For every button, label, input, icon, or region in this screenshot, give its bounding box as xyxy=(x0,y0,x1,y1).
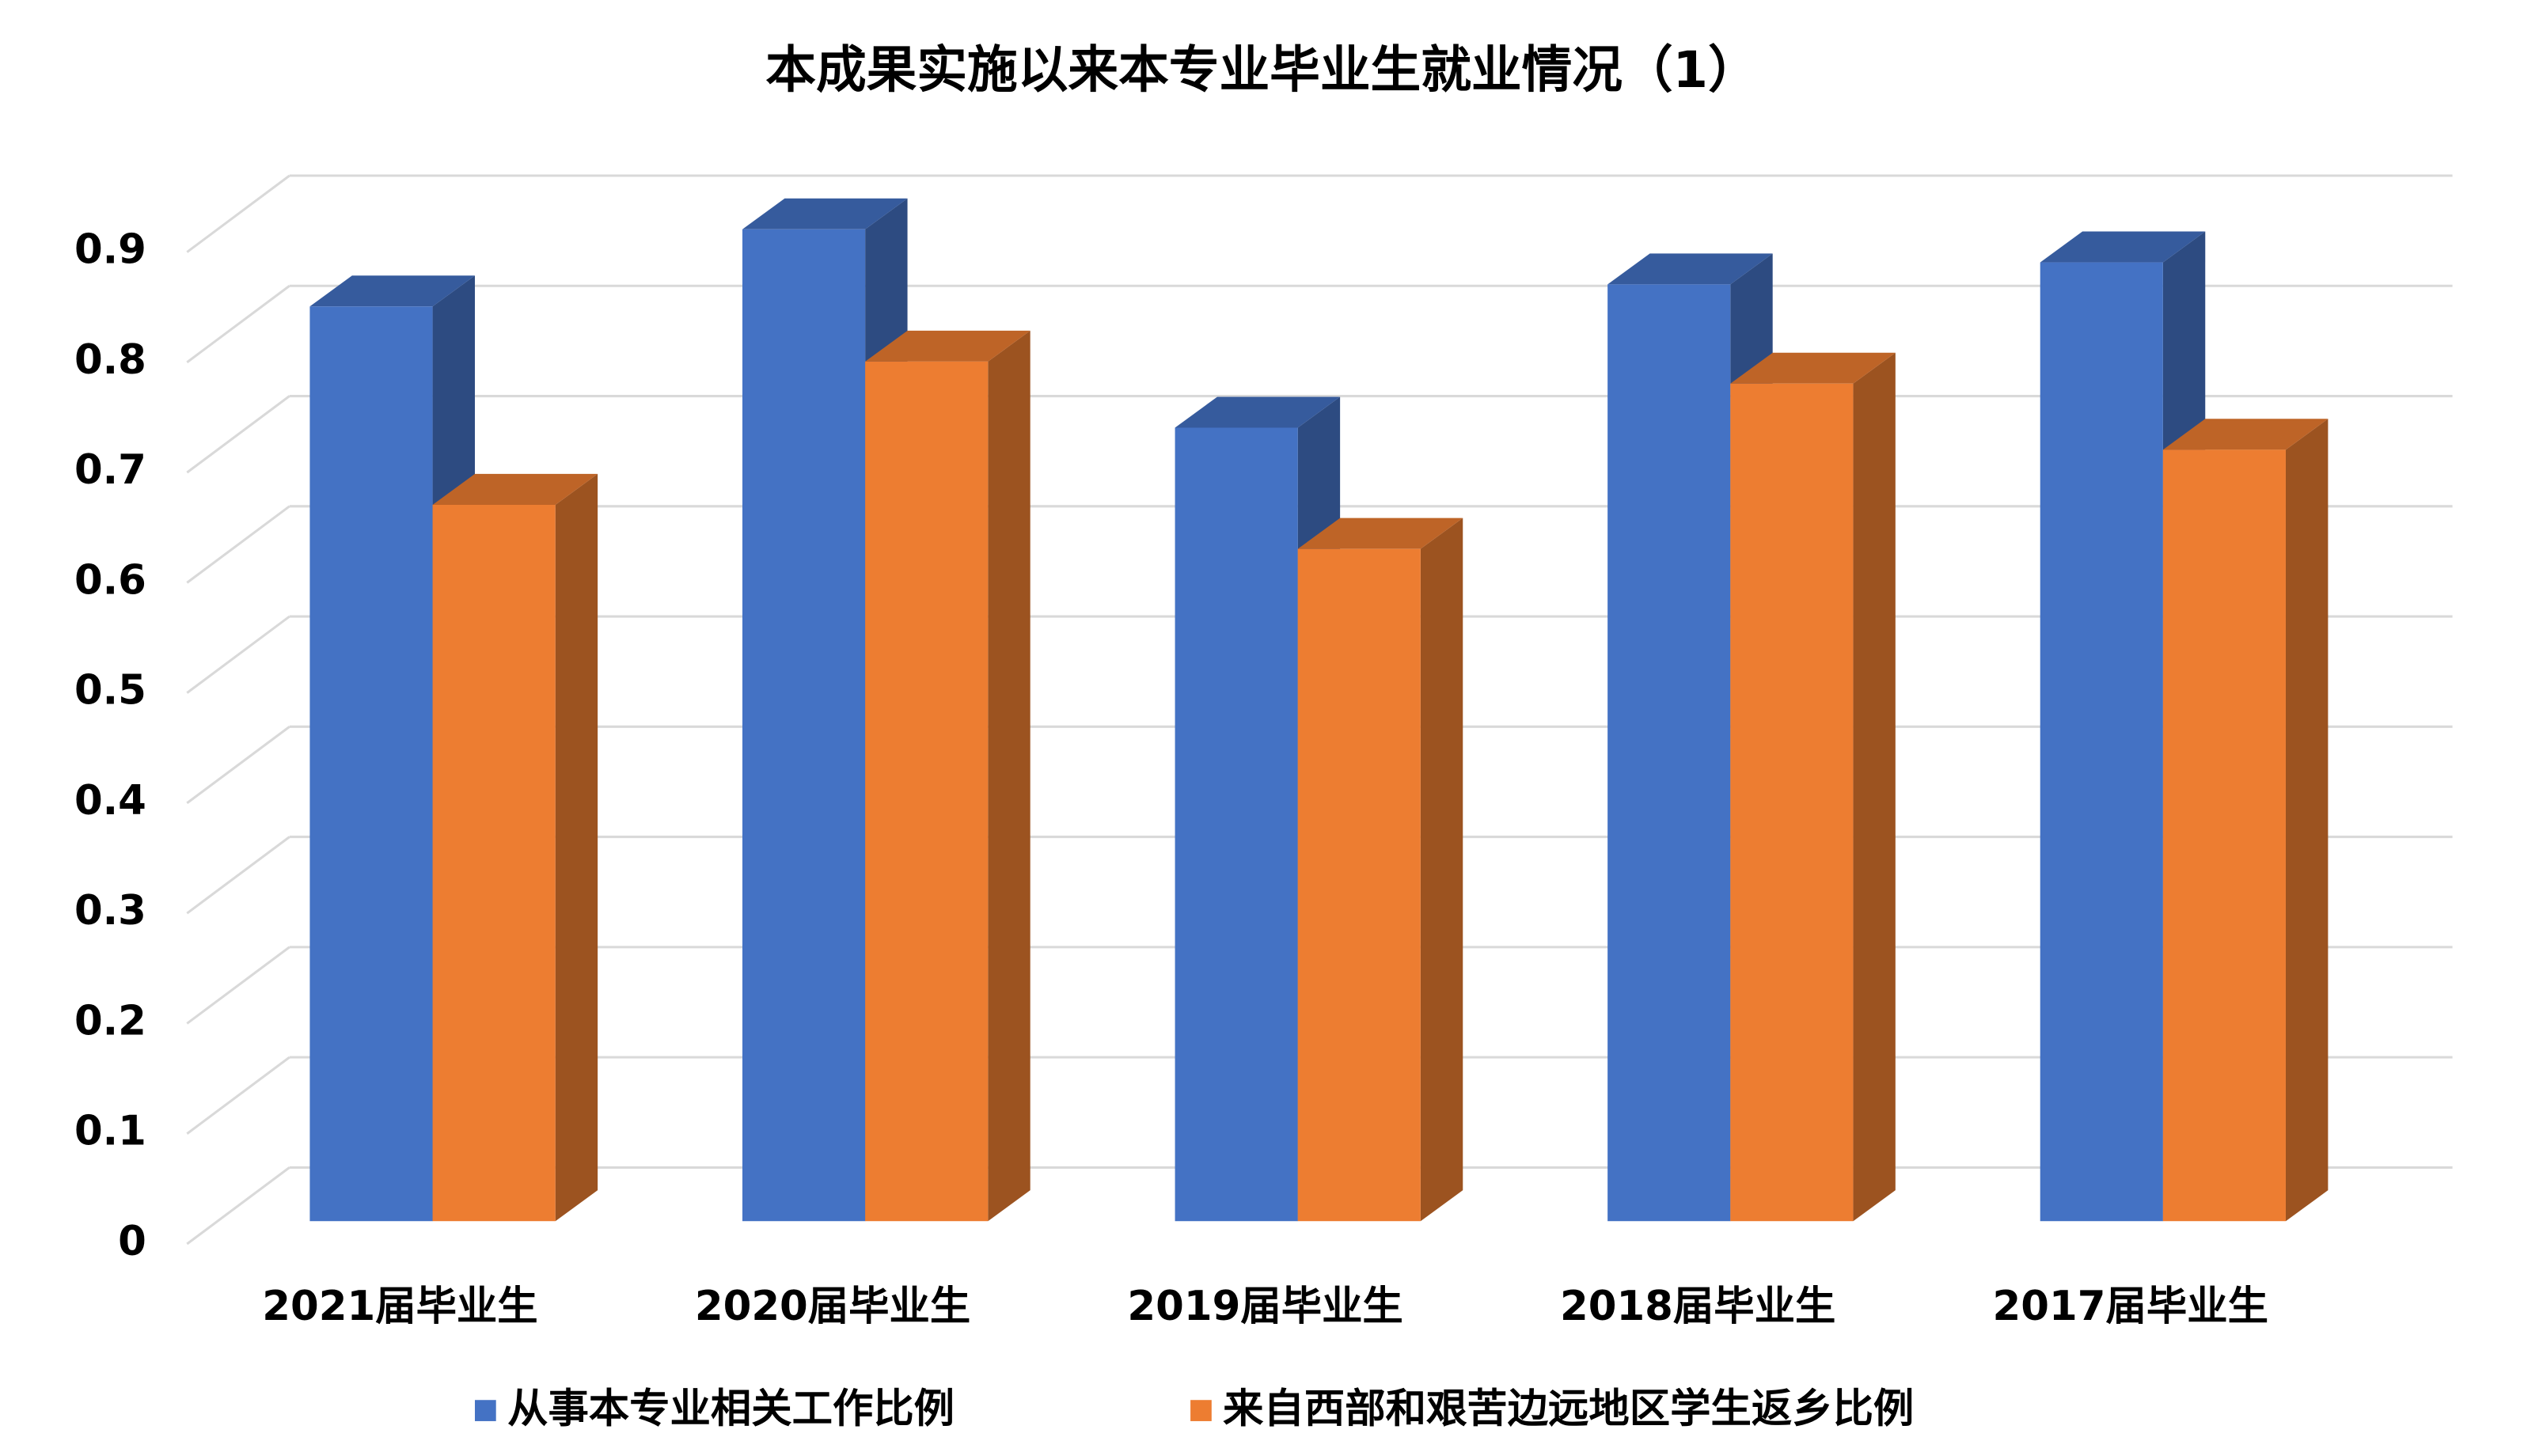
x-tick-label: 2017届毕业生 xyxy=(1993,1283,2268,1330)
x-tick-label: 2019届毕业生 xyxy=(1127,1283,1402,1330)
grid-line xyxy=(186,174,290,253)
grid-line xyxy=(186,395,290,474)
bar-side xyxy=(1853,352,1896,1222)
y-tick-label: 0.7 xyxy=(74,446,146,494)
y-tick-label: 0.6 xyxy=(74,556,146,604)
bar-front xyxy=(1730,383,1854,1222)
bar-front xyxy=(1175,427,1298,1222)
x-tick-label: 2020届毕业生 xyxy=(695,1283,970,1330)
legend-label: 从事本专业相关工作比例 xyxy=(507,1386,955,1433)
grid-line xyxy=(186,726,290,805)
y-tick-label: 0.2 xyxy=(74,997,146,1045)
bar-top xyxy=(309,275,475,307)
bar-side xyxy=(988,330,1030,1222)
y-tick-label: 0 xyxy=(118,1218,146,1265)
y-tick-label: 0.1 xyxy=(74,1108,146,1155)
bar-front xyxy=(1607,284,1731,1222)
legend-swatch xyxy=(1190,1400,1212,1421)
grid-line xyxy=(186,836,290,915)
bar-front xyxy=(742,229,866,1222)
bar-top xyxy=(742,198,908,229)
legend-label: 来自西部和艰苦边远地区学生返乡比例 xyxy=(1223,1386,1914,1433)
bar-side xyxy=(1420,518,1463,1222)
grid-line xyxy=(186,505,290,584)
bar xyxy=(1730,352,1896,1222)
bar-front xyxy=(2040,262,2163,1222)
bar-top xyxy=(1607,253,1773,285)
chart-title: 本成果实施以来本专业毕业生就业情况（1） xyxy=(765,41,1758,100)
bar xyxy=(2162,419,2329,1222)
bar-top xyxy=(2162,419,2329,450)
bar-top xyxy=(1730,352,1896,384)
y-tick-label: 0.5 xyxy=(74,667,146,715)
bar-side xyxy=(555,473,598,1222)
bar-top xyxy=(2040,231,2206,263)
bar xyxy=(865,330,1030,1222)
bar-top xyxy=(1297,518,1463,549)
y-tick-label: 0.9 xyxy=(74,226,146,274)
bar-top xyxy=(865,330,1030,362)
bar-top xyxy=(1175,396,1341,428)
x-tick-label: 2021届毕业生 xyxy=(262,1283,537,1330)
grid-line xyxy=(186,615,290,694)
bar-front xyxy=(432,504,556,1222)
grid-line xyxy=(186,946,290,1025)
bar-side xyxy=(2285,419,2329,1222)
bar-front xyxy=(865,361,989,1222)
bar xyxy=(432,473,598,1222)
bar-top xyxy=(432,473,598,505)
grid-line xyxy=(186,1056,290,1135)
x-tick-label: 2018届毕业生 xyxy=(1560,1283,1835,1330)
grid-line xyxy=(186,1166,290,1246)
y-tick-label: 0.3 xyxy=(74,887,146,935)
bar xyxy=(1297,518,1463,1222)
bar-front xyxy=(309,306,433,1222)
y-tick-label: 0.8 xyxy=(74,336,146,384)
bar-front xyxy=(1297,548,1421,1222)
legend-swatch xyxy=(474,1400,496,1421)
grid-line xyxy=(186,285,290,364)
y-tick-label: 0.4 xyxy=(74,777,146,825)
bar-front xyxy=(2162,449,2286,1222)
